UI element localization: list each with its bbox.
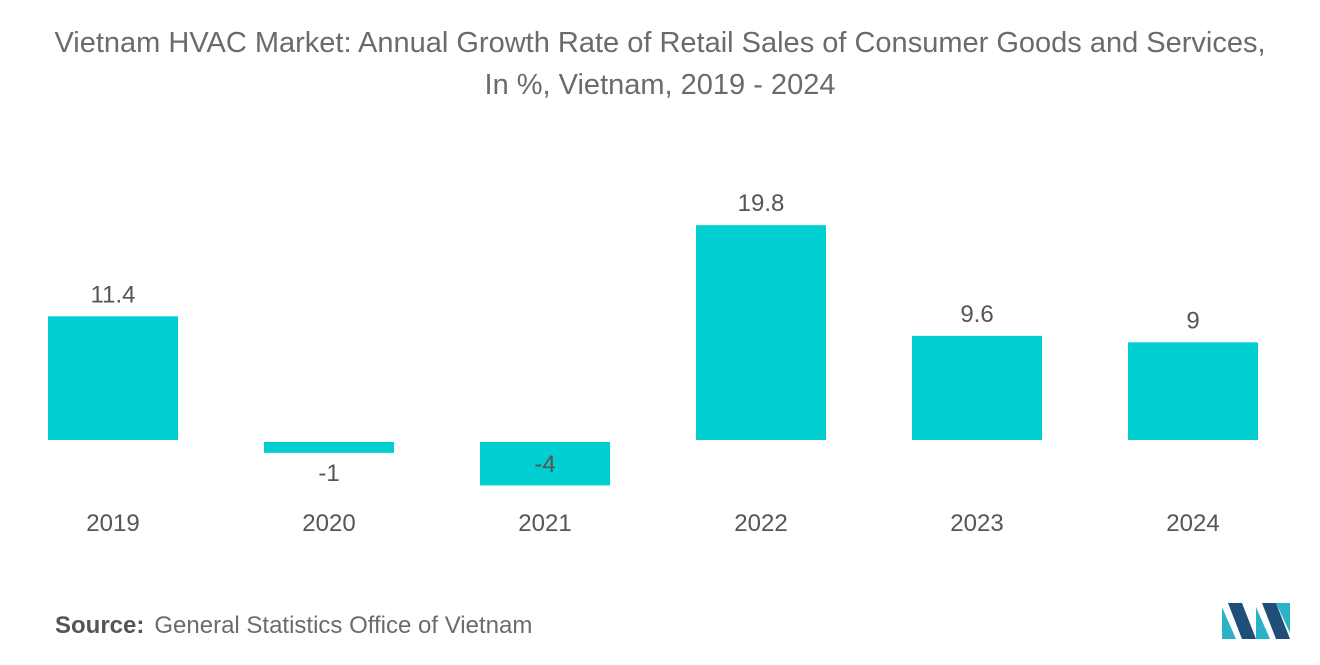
bar-2024 — [1128, 342, 1258, 440]
x-tick-label-2022: 2022 — [734, 510, 787, 537]
bar-2021 — [480, 442, 610, 486]
x-tick-label-2020: 2020 — [302, 510, 355, 537]
value-label-2019: 11.4 — [91, 281, 136, 308]
mordor-logo-icon — [1222, 603, 1290, 639]
value-label-2024: 9 — [1186, 307, 1199, 334]
source-note: Source: General Statistics Office of Viet… — [55, 612, 532, 640]
value-label-2021: -4 — [534, 451, 555, 478]
bar-2023 — [912, 335, 1042, 440]
x-tick-label-2019: 2019 — [86, 510, 139, 537]
bar-chart: 11.4 2019 -1 2020 -4 2021 19.8 2022 9.6 2023 9 2024 — [48, 190, 1258, 537]
value-label-2020: -1 — [318, 460, 339, 487]
value-label-2022: 19.8 — [738, 190, 785, 217]
bar-2019 — [48, 316, 178, 440]
x-tick-label-2023: 2023 — [950, 510, 1003, 537]
source-text: General Statistics Office of Vietnam — [154, 612, 533, 639]
value-label-2023: 9.6 — [960, 301, 993, 328]
bar-2022 — [696, 225, 826, 440]
x-tick-label-2024: 2024 — [1166, 510, 1219, 537]
x-tick-label-2021: 2021 — [518, 510, 571, 537]
source-label: Source: — [55, 612, 145, 639]
chart-title: Vietnam HVAC Market: Annual Growth Rate … — [54, 27, 1266, 101]
bar-2020 — [264, 442, 394, 453]
